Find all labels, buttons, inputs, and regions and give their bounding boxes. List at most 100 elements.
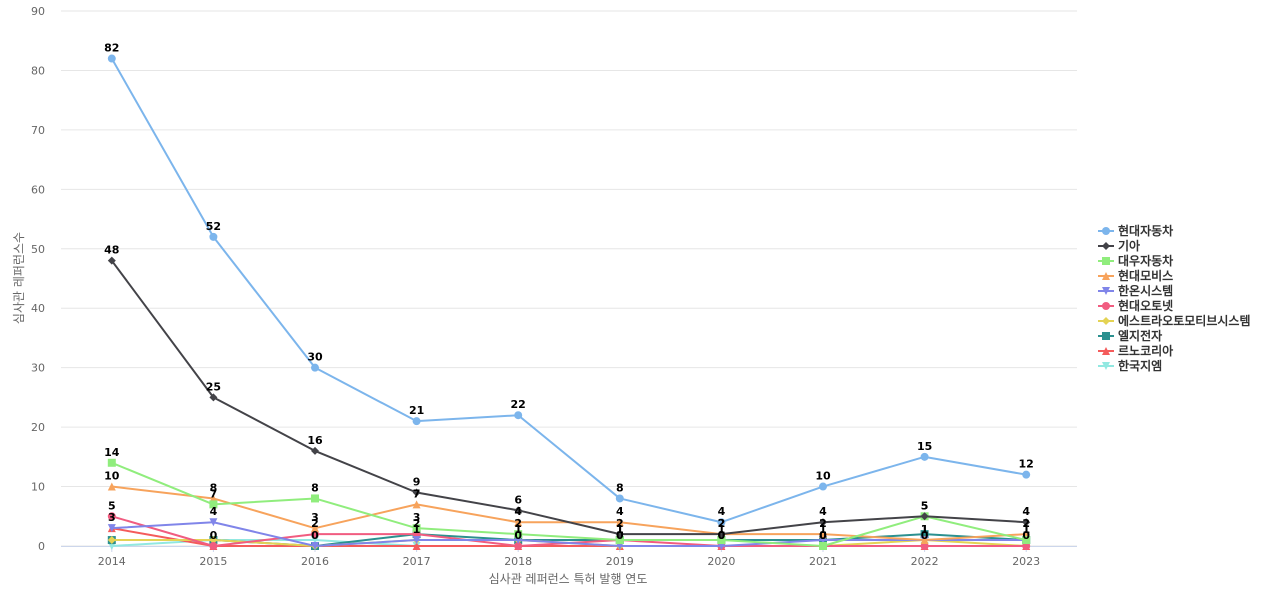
data-label: 16: [307, 434, 323, 447]
data-label: 4: [819, 505, 827, 518]
data-label: 3: [413, 511, 421, 524]
data-point: [1022, 470, 1031, 479]
y-tick-label: 80: [31, 64, 45, 77]
y-tick-label: 0: [38, 540, 45, 553]
legend-label: 르노코리아: [1118, 343, 1173, 358]
data-point: [209, 542, 218, 550]
data-label: 0: [718, 529, 726, 542]
data-label: 10: [104, 470, 120, 483]
legend-marker: [1102, 302, 1110, 310]
legend-item[interactable]: 대우자동차: [1098, 253, 1173, 268]
data-point: [514, 530, 523, 539]
data-label: 4: [616, 505, 624, 518]
data-label: 82: [104, 42, 119, 55]
data-point: [209, 536, 218, 545]
data-point: [819, 530, 827, 539]
data-label: 14: [104, 446, 120, 459]
data-label: 1: [921, 523, 929, 536]
data-label: 15: [917, 440, 932, 453]
data-point: [107, 458, 116, 467]
data-point: [412, 536, 421, 545]
data-label: 1: [1022, 523, 1030, 536]
data-label: 4: [514, 505, 522, 518]
data-label: 5: [921, 499, 929, 512]
data-point: [514, 506, 523, 515]
data-point: [615, 536, 624, 545]
data-label: 2: [514, 517, 522, 530]
data-label: 0: [210, 529, 218, 542]
y-tick-label: 90: [31, 5, 45, 18]
data-point: [615, 518, 624, 527]
data-point: [209, 500, 218, 509]
y-tick-label: 10: [31, 481, 45, 494]
legend-label: 에스트라오토모티브시스템: [1118, 313, 1250, 328]
series-4: [107, 482, 1031, 545]
data-point: [209, 393, 218, 402]
data-label: 5: [108, 499, 116, 512]
data-point: [514, 542, 523, 550]
data-label: 7: [210, 487, 218, 500]
data-label: 8: [210, 481, 218, 494]
data-point: [107, 536, 116, 545]
legend-marker: [1102, 332, 1110, 340]
y-tick-label: 60: [31, 183, 45, 196]
legend-label: 현대자동차: [1118, 223, 1173, 238]
data-label: 1: [1022, 523, 1030, 536]
data-point: [412, 417, 421, 426]
x-tick-label: 2023: [1012, 555, 1040, 568]
legend-item[interactable]: 엘지전자: [1098, 328, 1162, 343]
legend-marker: [1102, 227, 1110, 235]
grid: [61, 10, 1077, 547]
series-line: [110, 57, 1028, 524]
data-point: [209, 518, 218, 527]
legend-item[interactable]: 한국지엠: [1098, 358, 1162, 373]
data-label: 8: [311, 481, 319, 494]
data-point: [412, 500, 421, 509]
data-point: [412, 542, 421, 550]
x-axis-title: 심사관 레퍼런스 특허 발행 연도: [489, 571, 648, 586]
legend-item[interactable]: 현대모비스: [1098, 268, 1173, 283]
legend-item[interactable]: 르노코리아: [1098, 343, 1173, 358]
data-point: [107, 256, 116, 265]
data-label: 0: [718, 529, 726, 542]
legend-item[interactable]: 현대오토넷: [1098, 298, 1173, 313]
data-point: [412, 524, 421, 533]
data-label: 2: [1022, 517, 1030, 530]
y-tick-label: 40: [31, 302, 45, 315]
legend-item[interactable]: 한온시스템: [1098, 283, 1173, 298]
x-tick-label: 2018: [504, 555, 532, 568]
x-tick-label: 2020: [707, 555, 735, 568]
legend-marker: [1102, 242, 1110, 250]
data-point: [615, 494, 624, 503]
data-label: 1: [413, 523, 421, 536]
x-tick-label: 2014: [98, 555, 126, 568]
data-point: [1022, 518, 1031, 527]
data-point: [107, 54, 116, 63]
data-label: 1: [514, 523, 522, 536]
data-label: 0: [921, 529, 929, 542]
data-label: 2: [616, 517, 624, 530]
data-label: 48: [104, 244, 119, 257]
legend-label: 대우자동차: [1118, 253, 1173, 268]
x-tick-label: 2022: [911, 555, 939, 568]
data-point: [1022, 536, 1031, 545]
data-label: 4: [718, 505, 726, 518]
data-label: 7: [413, 487, 421, 500]
data-label: 9: [413, 476, 421, 489]
data-label: 1: [718, 523, 726, 536]
y-tick-label: 30: [31, 362, 45, 375]
data-label: 21: [409, 404, 424, 417]
legend-item[interactable]: 기아: [1098, 238, 1140, 253]
data-label: 22: [511, 398, 526, 411]
legend-item[interactable]: 에스트라오토모티브시스템: [1098, 313, 1250, 328]
y-tick-label: 50: [31, 243, 45, 256]
legend-item[interactable]: 현대자동차: [1098, 223, 1173, 238]
data-label: 6: [514, 493, 522, 506]
data-label: 8: [616, 481, 624, 494]
data-point: [819, 542, 827, 550]
data-label: 3: [311, 511, 319, 524]
data-point: [717, 536, 726, 545]
